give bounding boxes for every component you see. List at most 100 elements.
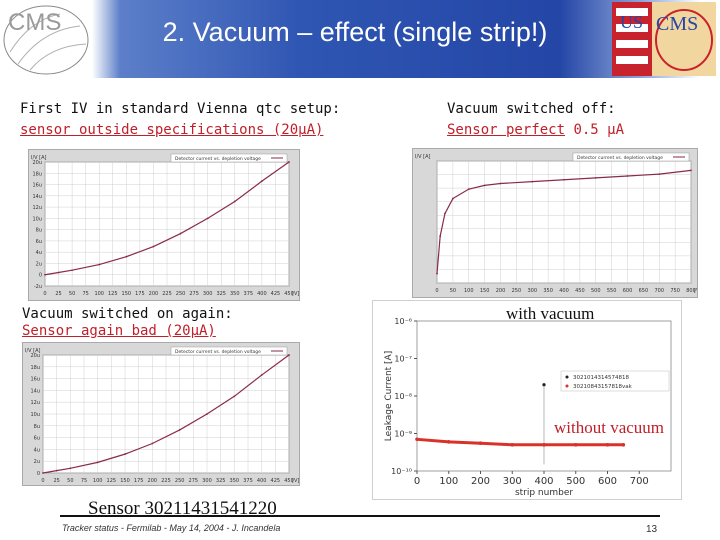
x-tick-label: 150 (122, 291, 132, 297)
data-point (71, 269, 74, 272)
cms-logo: CMS (3, 5, 89, 75)
x-tick-label: 250 (176, 291, 186, 297)
data-point (206, 217, 209, 220)
data-point-without (621, 442, 626, 447)
data-point (451, 197, 454, 200)
x-tick-label: 200 (149, 291, 159, 297)
data-point-with (542, 383, 546, 387)
x-tick-label: 600 (598, 476, 617, 487)
x-tick-label: 500 (566, 476, 585, 487)
x-tick-label: 275 (189, 478, 199, 484)
legend-text: Detector current vs. depletion voltage (577, 155, 663, 161)
legend-marker-with (565, 375, 569, 379)
caption-top-right-line1: Vacuum switched off: (447, 101, 616, 117)
caption-top-right-value: 0.5 µA (565, 122, 625, 138)
y-tick-label: 14u (32, 194, 42, 200)
data-point (125, 255, 128, 258)
data-point (658, 173, 661, 176)
data-point (206, 413, 208, 415)
plot-bottom-right: 0 100 200 300 400 500 600 700 10⁻⁶ 10⁻⁷ 10⁻⁸ 10⁻⁹ 10… (372, 300, 682, 500)
x-tick-label: 425 (271, 291, 281, 297)
caption-bottom-left-line2: Sensor again bad (20µA) (22, 323, 216, 339)
y-tick-label: 6u (36, 239, 42, 245)
x-tick-label: 0 (43, 291, 46, 297)
y-tick-label: 10⁻⁷ (394, 355, 412, 364)
x-tick-label: 175 (135, 291, 145, 297)
y-tick-label: 16u (32, 183, 42, 189)
data-point (152, 245, 155, 248)
data-point-without (605, 442, 610, 447)
data-point (594, 176, 597, 179)
x-tick-label: 350 (230, 291, 240, 297)
x-tick-label: 200 (471, 476, 490, 487)
data-point (483, 184, 486, 187)
x-tick-label: 350 (543, 288, 553, 294)
x-axis-label: strip number (515, 488, 573, 498)
y-tick-label: 10u (30, 412, 40, 418)
x-tick-label: 100 (94, 291, 104, 297)
x-tick-label: 225 (161, 478, 171, 484)
uscms-cms-text: CMS (656, 13, 698, 35)
data-point (499, 182, 502, 185)
x-tick-label: 400 (257, 478, 267, 484)
x-tick-label: 0 (41, 478, 44, 484)
data-point (563, 178, 565, 181)
y-tick-label: 20u (30, 353, 40, 359)
data-point-without (542, 442, 546, 447)
x-tick-label: 200 (496, 288, 506, 294)
x-tick-label: 450 (284, 478, 294, 484)
footer-note: Tracker status - Fermilab - May 14, 2004… (62, 523, 281, 533)
y-tick-label: 2u (34, 459, 40, 465)
data-point (444, 212, 446, 215)
plot-bottom-left-svg: 0 25 50 75 100 125 150 175 200 225 250 275 300 325 350… (25, 346, 299, 484)
x-tick-label: 100 (93, 478, 103, 484)
plot-top-left: 0 25 50 75 100 125 150 175 200 225 250 275 300 325 350… (28, 149, 300, 301)
legend-entry: 3021014314574818 (573, 375, 629, 381)
y-tick-label: 18u (32, 171, 42, 177)
data-point (96, 461, 99, 464)
x-tick-label: 250 (512, 288, 522, 294)
x-tick-label: 150 (480, 288, 490, 294)
x-axis-unit: [V] (292, 291, 299, 297)
x-tick-label: 150 (120, 478, 130, 484)
series-without-line (416, 437, 624, 447)
data-point (55, 469, 58, 472)
y-tick-label: 6u (34, 436, 40, 442)
data-point (57, 271, 60, 274)
x-tick-label: 25 (55, 291, 61, 297)
x-tick-label: 300 (202, 478, 212, 484)
data-point (690, 169, 692, 172)
x-tick-label: 50 (450, 288, 456, 294)
y-tick-label: 18u (30, 365, 40, 371)
plot-bottom-left: 0 25 50 75 100 125 150 175 200 225 250 275 300 325 350… (22, 342, 300, 486)
x-tick-label: 700 (630, 476, 649, 487)
x-tick-label: 375 (243, 478, 253, 484)
label-with-vacuum: with vacuum (506, 304, 595, 323)
y-axis-label: Leakage Current [A] (384, 351, 394, 441)
page-number: 13 (646, 524, 658, 535)
data-point (178, 429, 181, 431)
x-tick-label: 225 (162, 291, 172, 297)
data-point-without (573, 442, 578, 447)
x-tick-label: 300 (527, 288, 537, 294)
footer-rule (60, 515, 660, 517)
uscms-us-text: US (620, 12, 643, 32)
page-title: 2. Vacuum – effect (single strip!) (162, 17, 548, 47)
x-tick-label: 250 (175, 478, 185, 484)
x-tick-label: 325 (216, 291, 226, 297)
legend-text: Detector current vs. depletion voltage (175, 156, 261, 162)
data-point (439, 235, 442, 237)
y-tick-label: 12u (32, 205, 42, 211)
data-point (233, 200, 236, 203)
data-point (98, 263, 101, 266)
caption-top-left-line1: First IV in standard Vienna qtc setup: (20, 101, 341, 117)
data-point (260, 374, 263, 376)
x-tick-label: 800 (686, 288, 696, 294)
x-tick-label: 500 (591, 288, 601, 294)
data-point-without (478, 441, 483, 446)
x-tick-label: 275 (189, 291, 199, 297)
x-tick-label: 175 (134, 478, 144, 484)
x-tick-label: 0 (414, 476, 420, 487)
x-tick-label: 550 (607, 288, 617, 294)
y-tick-label: 2u (36, 261, 42, 267)
